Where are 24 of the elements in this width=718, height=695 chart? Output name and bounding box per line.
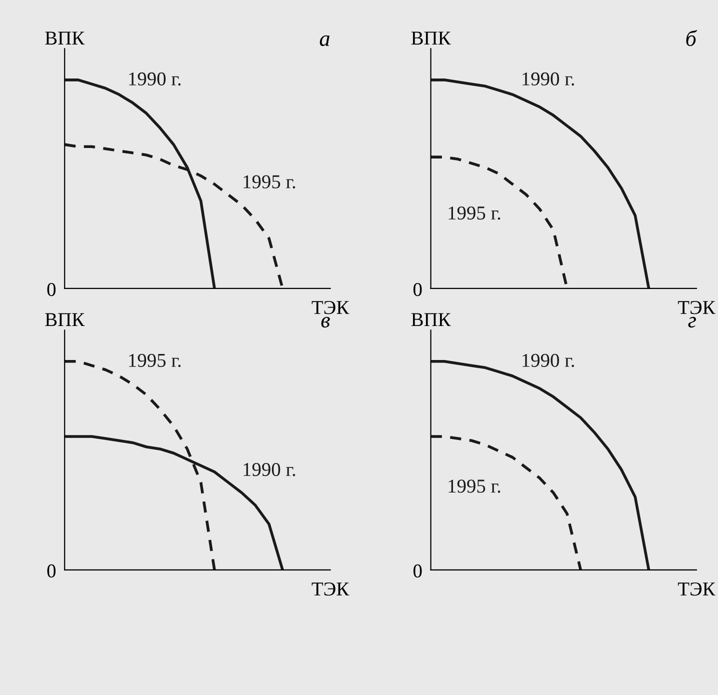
chart-title: а: [320, 35, 330, 46]
series-label: 1990 г.: [129, 72, 181, 86]
chart-title: в: [321, 316, 330, 328]
y-axis-title: ВПК: [411, 32, 451, 45]
series-label: 1995 г.: [448, 480, 500, 493]
text: 0: [47, 564, 56, 578]
series-label: 1995 г.: [244, 175, 296, 188]
y-axis-title: ВПК: [411, 313, 451, 326]
series-label: 1990 г.: [522, 354, 574, 368]
series-label: 1995 г.: [129, 354, 181, 368]
chart-title: г: [688, 316, 696, 328]
text: 0: [47, 282, 56, 296]
text: 0: [413, 282, 422, 296]
chart-title: б: [686, 30, 698, 46]
series-label: 1995 г.: [448, 206, 500, 220]
y-axis-title: ВПК: [45, 32, 85, 45]
x-axis-title: ТЭК: [312, 301, 350, 314]
text: 0: [413, 564, 422, 578]
y-axis-title: ВПК: [45, 313, 85, 326]
x-axis-title: ТЭК: [312, 582, 350, 596]
x-axis-title: ТЭК: [678, 582, 716, 596]
series-label: 1990 г.: [522, 72, 574, 86]
x-axis-title: ТЭК: [678, 301, 716, 314]
series-label: 1990 г.: [244, 462, 296, 476]
